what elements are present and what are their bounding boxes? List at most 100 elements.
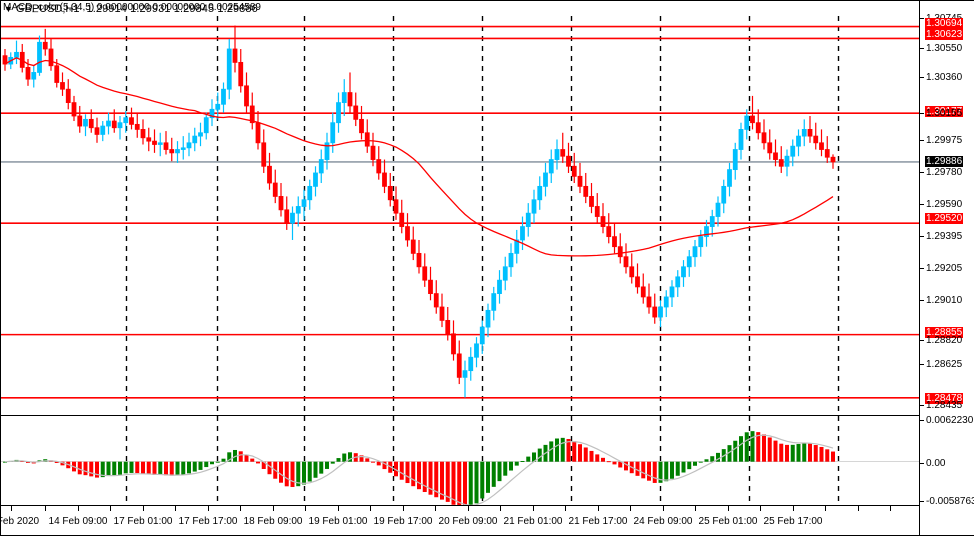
candle-body [755, 122, 761, 134]
price-axis-label: 1.29205 [926, 263, 963, 274]
macd-bar [790, 444, 795, 462]
candle-body [318, 159, 324, 174]
price-level-label: 1.28478 [925, 393, 964, 404]
candle-body [796, 135, 801, 147]
candle-body [612, 236, 617, 248]
macd-axis-label: -0.0058763 [926, 496, 974, 507]
candle-body [594, 206, 600, 217]
candle-body [244, 85, 249, 107]
macd-bar [486, 461, 490, 493]
macd-bar [8, 460, 13, 462]
macd-bar [135, 461, 140, 474]
macd-bar [60, 461, 65, 466]
macd-bar [106, 461, 111, 476]
macd-bar [560, 437, 565, 462]
candle-body [347, 92, 353, 107]
time-tick [695, 506, 696, 511]
macd-bar [825, 449, 830, 462]
candle-body [778, 159, 784, 167]
time-tick [630, 506, 631, 511]
price-axis-label: 1.29590 [926, 199, 963, 210]
macd-bar [198, 461, 203, 470]
candle-body [606, 226, 612, 238]
macd-bar [49, 460, 53, 462]
macd-bar [509, 461, 513, 471]
macd-bar [267, 461, 272, 475]
candle-body [456, 353, 462, 378]
candle-body [324, 142, 330, 160]
price-level-label: 1.30623 [925, 29, 964, 40]
candle-body [571, 165, 577, 177]
time-axis-label: 25 Feb 01:00 [698, 516, 758, 527]
candle-body [106, 120, 111, 127]
candle-body [129, 117, 134, 125]
macd-bar [365, 458, 370, 462]
candle-body [692, 246, 698, 258]
price-chart-pane[interactable] [1, 16, 919, 415]
candle-body [192, 135, 198, 144]
price-axis-label: 1.30360 [926, 72, 963, 83]
candle-body [301, 199, 307, 207]
time-tick [175, 506, 176, 511]
macd-bar [175, 461, 180, 476]
time-tick [208, 506, 209, 511]
time-tick [240, 506, 241, 511]
time-tick [11, 506, 12, 511]
candle-body [376, 159, 382, 174]
candle-body [577, 175, 583, 187]
macd-bar [250, 458, 255, 462]
macd-bar [618, 461, 623, 468]
candle-body [203, 117, 209, 134]
macd-bar [480, 461, 485, 499]
candle-body [669, 286, 675, 298]
macd-divider [1, 505, 919, 506]
macd-bar [520, 460, 525, 462]
candle-body [2, 55, 8, 65]
price-tick [920, 113, 924, 114]
macd-bar [72, 461, 76, 472]
macd-tick [920, 420, 924, 421]
macd-bar [779, 443, 784, 462]
moving-average-line [4, 57, 834, 257]
macd-tick [920, 501, 924, 502]
time-axis-label: 21 Feb 01:00 [503, 516, 563, 527]
macd-bar [273, 461, 278, 479]
candle-body [267, 165, 272, 184]
candle-body [491, 293, 497, 311]
macd-bar [463, 461, 467, 505]
macd-bar [302, 461, 306, 485]
macd-bar [141, 461, 145, 474]
macd-bar [95, 461, 99, 478]
candle-body [157, 142, 163, 145]
macd-bar [382, 461, 387, 470]
price-axis-label: 1.29395 [926, 231, 963, 242]
macd-bar [670, 461, 674, 479]
macd-indicator-pane[interactable] [1, 416, 919, 505]
price-tick [920, 140, 924, 141]
macd-bar [100, 461, 105, 478]
candle-body [767, 142, 773, 154]
macd-bar [238, 451, 243, 462]
macd-bar [187, 461, 191, 474]
macd-bar [405, 461, 410, 484]
ohlc-values: 1.29914 1.29931 1.29845 1.29886 [86, 3, 258, 15]
macd-bar [284, 461, 289, 487]
price-axis[interactable]: 1.307451.306941.306231.305501.303601.301… [919, 1, 974, 535]
candle-body [14, 51, 19, 58]
macd-bar [802, 443, 807, 462]
time-tick [273, 506, 274, 511]
macd-bar [129, 461, 134, 473]
macd-bar [664, 461, 669, 482]
candle-body [209, 108, 215, 119]
macd-bar [307, 461, 312, 482]
time-tick [890, 506, 891, 511]
macd-bar [319, 461, 324, 474]
macd-bar [342, 453, 347, 462]
chevron-down-icon[interactable]: ▼ [4, 4, 13, 15]
candle-group [2, 25, 836, 398]
candle-body [830, 156, 836, 163]
time-tick [110, 506, 111, 511]
time-axis[interactable]: 13 Feb 2020 14 Feb 09:00 17 Feb 01:00 17 Fe… [0, 506, 919, 535]
candle-body [226, 48, 232, 90]
macd-bar [43, 459, 48, 462]
